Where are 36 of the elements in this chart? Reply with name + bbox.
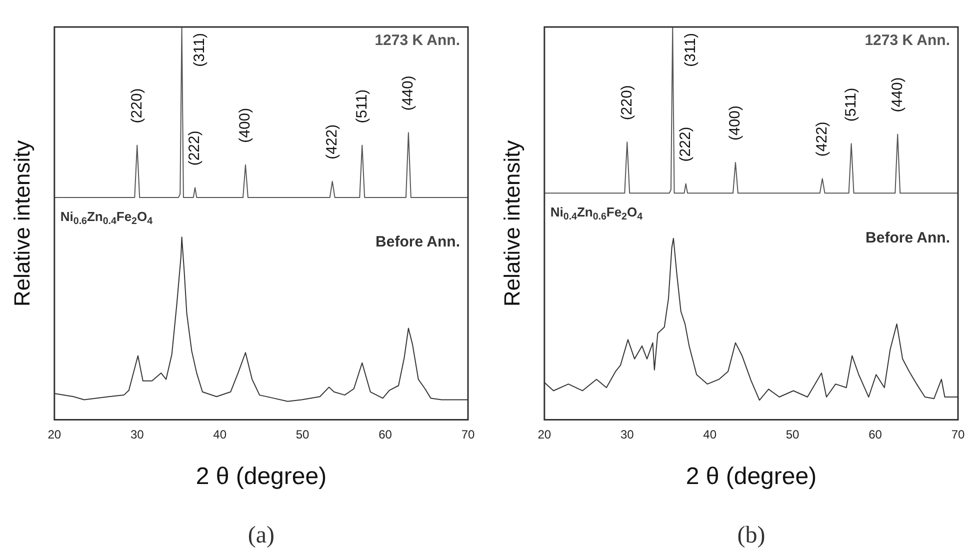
text: (a) — [248, 522, 275, 548]
annotation: (311) — [682, 32, 699, 67]
annotation: (440) — [888, 77, 906, 112]
text: 1273 K Ann. — [864, 32, 950, 50]
annotation: (440) — [400, 76, 417, 111]
x-tick-label: 40 — [213, 427, 227, 442]
annotation: (400) — [726, 105, 744, 141]
x-tick-label: 60 — [378, 427, 392, 442]
annotation: (422) — [813, 122, 830, 157]
text: 1273 K Ann. — [374, 32, 460, 50]
x-tick-label: 30 — [620, 427, 634, 442]
x-tick-label: 20 — [48, 427, 62, 442]
text: Before Ann. — [866, 229, 950, 246]
annotation: (422) — [323, 124, 340, 160]
x-tick-label: 40 — [703, 427, 717, 442]
y-axis-title: Relative intensity — [499, 140, 524, 307]
annotation: (220) — [128, 88, 146, 124]
annotation: (220) — [618, 85, 636, 120]
x-axis-title: 2 θ (degree) — [196, 463, 327, 490]
x-tick-label: 20 — [538, 427, 552, 442]
x-tick-label: 60 — [868, 427, 882, 442]
text: Before Ann. — [376, 234, 460, 251]
text: (b) — [737, 522, 766, 548]
x-tick-label: 50 — [786, 427, 800, 442]
x-axis-title: 2 θ (degree) — [686, 463, 817, 490]
annotation: (222) — [186, 130, 204, 166]
annotation: (311) — [190, 32, 208, 67]
annotation: (511) — [353, 89, 370, 124]
x-tick-label: 70 — [951, 427, 965, 442]
x-tick-label: 50 — [296, 427, 310, 442]
annotation: (400) — [236, 108, 254, 143]
x-tick-label: 30 — [130, 427, 144, 442]
y-axis-title: Relative intensity — [9, 140, 34, 307]
annotation: (222) — [676, 126, 694, 162]
annotation: (511) — [842, 88, 860, 122]
x-tick-label: 70 — [461, 427, 475, 442]
